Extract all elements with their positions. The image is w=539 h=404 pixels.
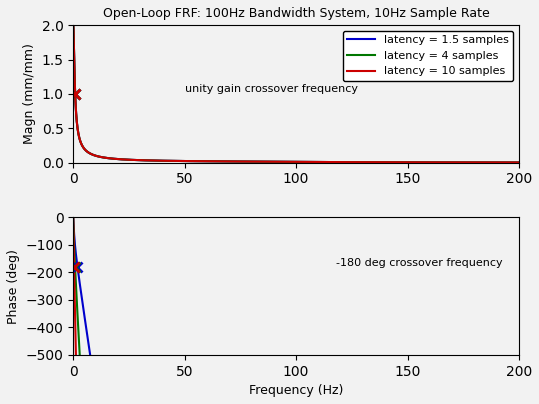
Legend: latency = 1.5 samples, latency = 4 samples, latency = 10 samples: latency = 1.5 samples, latency = 4 sampl… [343,31,513,81]
latency = 4 samples [480,160,486,165]
latency = 10 samples [516,160,522,165]
latency = 4 samples [282,160,288,164]
Y-axis label: Magn (mm/mm): Magn (mm/mm) [23,44,36,144]
latency = 1.5 samples [261,159,267,164]
latency = 1.5 samples [502,160,508,165]
Y-axis label: Phase (deg): Phase (deg) [7,249,20,324]
Line: latency = 4 samples: latency = 4 samples [73,25,519,162]
Line: latency = 10 samples: latency = 10 samples [73,25,519,162]
latency = 10 samples [480,160,486,165]
latency = 10 samples [502,160,508,165]
latency = 1.5 samples [516,160,522,165]
latency = 4 samples [257,159,264,164]
Title: Open-Loop FRF: 100Hz Bandwidth System, 10Hz Sample Rate: Open-Loop FRF: 100Hz Bandwidth System, 1… [103,7,489,20]
latency = 10 samples [257,159,264,164]
X-axis label: Frequency (Hz): Frequency (Hz) [249,384,343,397]
latency = 10 samples [394,160,400,165]
latency = 1.5 samples [70,23,77,28]
latency = 1.5 samples [282,160,288,164]
latency = 10 samples [261,159,267,164]
latency = 4 samples [394,160,400,165]
latency = 1.5 samples [257,159,264,164]
latency = 4 samples [70,23,77,28]
latency = 1.5 samples [480,160,486,165]
Text: -180 deg crossover frequency: -180 deg crossover frequency [336,257,503,267]
Line: latency = 1.5 samples: latency = 1.5 samples [73,25,519,162]
latency = 10 samples [282,160,288,164]
latency = 1.5 samples [394,160,400,165]
latency = 10 samples [70,23,77,28]
latency = 4 samples [516,160,522,165]
latency = 4 samples [502,160,508,165]
latency = 4 samples [261,159,267,164]
Text: unity gain crossover frequency: unity gain crossover frequency [185,84,358,94]
